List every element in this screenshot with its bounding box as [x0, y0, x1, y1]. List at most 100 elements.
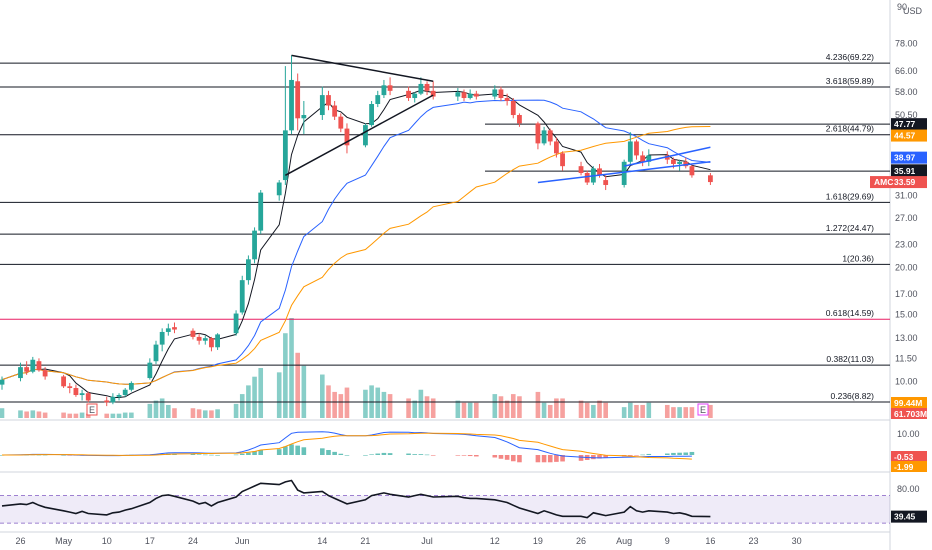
candle-body: [24, 367, 30, 372]
price-tick: 66.00: [895, 66, 918, 76]
macd-histogram-bar: [683, 452, 689, 455]
volume-bar: [640, 404, 645, 418]
candle-body: [85, 393, 91, 401]
candle-body: [73, 388, 79, 396]
candle-body: [708, 175, 713, 183]
candle-body: [597, 168, 602, 176]
volume-bar: [510, 394, 516, 418]
macd-histogram-bar: [61, 455, 66, 456]
candle-body: [326, 95, 331, 106]
candle-body: [492, 89, 498, 97]
time-axis[interactable]: 26 May 10 17 24 Jun 14 21 Jul 12 19 26 Aug 9 16 23 30: [15, 536, 801, 546]
macd-histogram-bar: [375, 453, 381, 455]
candle-body: [295, 81, 301, 119]
candle-body: [498, 89, 504, 99]
macd-histogram-bar: [406, 453, 411, 455]
candle-body: [621, 161, 627, 185]
volume-bar: [535, 391, 541, 418]
candle-body: [387, 85, 393, 91]
macd-histogram-bar: [320, 448, 325, 455]
candle-body: [67, 386, 73, 389]
price-tag: [891, 165, 927, 178]
fib-label: 1.618(29.69): [826, 191, 874, 201]
price-tag: [891, 176, 927, 189]
price-tick: 15.00: [895, 310, 918, 320]
candle-body: [627, 141, 633, 162]
macd-histogram-bar: [498, 455, 504, 459]
volume-bar: [332, 391, 337, 418]
volume-bar: [375, 387, 381, 418]
volume-bar: [147, 403, 153, 418]
price-axis[interactable]: 78.0066.0058.0050.5044.0038.5033.5031.00…: [870, 2, 927, 523]
volume-bar: [418, 389, 424, 418]
candle-body: [258, 192, 264, 231]
candle-body: [412, 93, 418, 99]
volume-bar: [584, 402, 590, 418]
candle-body: [541, 130, 547, 144]
fib-label: 3.618(59.89): [826, 76, 874, 86]
fib-label: 0.618(14.59): [826, 308, 874, 318]
macd-histogram-bar: [430, 455, 436, 456]
macd-histogram-bar: [455, 455, 461, 456]
candle-body: [30, 359, 36, 372]
candle-body: [215, 334, 220, 348]
candle-body: [344, 128, 350, 146]
macd-histogram-bar: [578, 455, 584, 461]
macd-value-tag: [891, 451, 927, 462]
candle-body: [375, 95, 381, 104]
candle-body: [128, 382, 134, 390]
volume-bar: [498, 396, 504, 418]
macd-histogram-bar: [344, 455, 350, 456]
time-tick: 26: [576, 536, 586, 546]
volume-bar: [110, 413, 116, 418]
macd-histogram-bar: [424, 454, 430, 456]
candle-body: [430, 90, 436, 97]
volume-bar: [603, 402, 608, 418]
macd-histogram-bar: [677, 452, 682, 455]
price-tick: 78.00: [895, 39, 918, 49]
volume-bar: [591, 404, 596, 418]
macd-histogram-bar: [196, 454, 202, 455]
macd-histogram-bar: [474, 455, 479, 457]
rsi-pane: [0, 479, 890, 524]
macd-histogram-bar: [510, 455, 516, 462]
volume-bar: [320, 374, 325, 418]
candle-body: [110, 396, 116, 403]
volume-bar: [683, 407, 689, 418]
time-tick: 14: [317, 536, 327, 546]
volume-bar: [646, 402, 652, 418]
volume-bar: [202, 410, 208, 418]
volume-bar: [517, 396, 522, 418]
volume-bar: [61, 412, 66, 418]
fib-levels: 4.236(69.22) 3.618(59.89) 2.618(44.79) 1.61…: [0, 52, 890, 403]
rsi-tick: 80.00: [897, 484, 920, 494]
macd-value-tag: [891, 461, 927, 472]
grid: [0, 0, 891, 550]
earnings-marker-label: E: [89, 405, 95, 415]
candles: [0, 55, 713, 407]
candle-body: [172, 327, 177, 330]
candle-body: [683, 161, 689, 167]
price-tick: 20.00: [895, 262, 918, 272]
time-tick: 23: [749, 536, 759, 546]
macd-histogram-bar: [326, 450, 331, 455]
macd-histogram-bar: [467, 455, 473, 457]
macd-tick: 10.00: [897, 429, 920, 439]
macd-histogram-bar: [541, 455, 547, 463]
volume-bar: [554, 398, 559, 418]
macd-histogram-bar: [560, 455, 565, 462]
candle-body: [584, 172, 590, 183]
candle-body: [461, 92, 467, 99]
macd-histogram-bar: [418, 454, 424, 455]
volume-bar: [190, 408, 196, 418]
candle-body: [289, 79, 294, 131]
volume-bar: [129, 412, 134, 418]
volume-bar: [430, 398, 436, 418]
earnings-marker: [86, 403, 98, 416]
candle-body: [116, 395, 122, 397]
macd-histogram-bar: [689, 451, 695, 455]
time-tick: Jul: [421, 536, 433, 546]
earnings-marker: [697, 403, 709, 416]
volume-bar: [560, 398, 565, 418]
candle-body: [560, 153, 565, 167]
